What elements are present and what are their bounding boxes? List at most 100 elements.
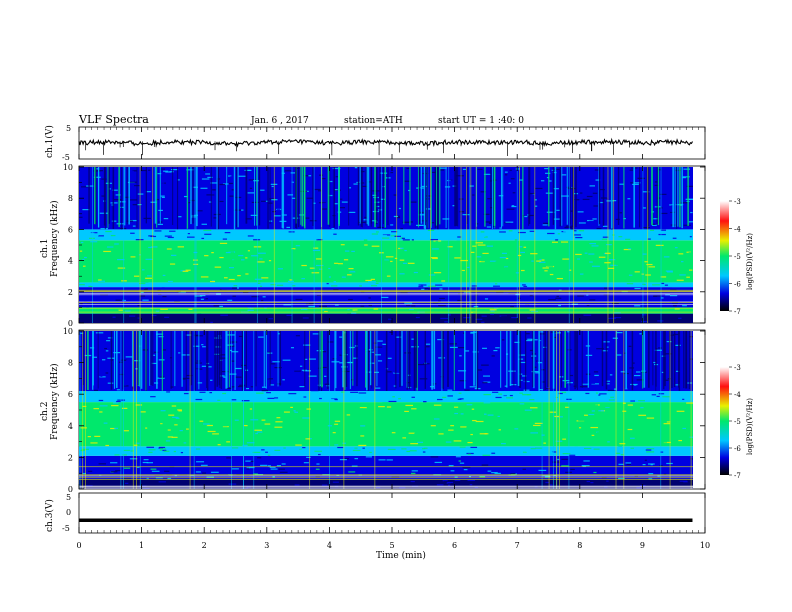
sferic-streak xyxy=(406,331,408,390)
spectrogram-speckle xyxy=(675,344,680,347)
spectrogram-speckle xyxy=(82,481,87,483)
spectrogram-speckle xyxy=(194,397,202,399)
y-tick-label: 10 xyxy=(63,163,73,172)
sferic-streak xyxy=(255,331,257,387)
spectrogram-speckle xyxy=(333,289,339,291)
spectrogram-speckle xyxy=(113,211,118,213)
spectrogram-speckle xyxy=(209,332,215,334)
spectrogram-speckle xyxy=(494,480,502,482)
spectrogram-speckle xyxy=(418,484,423,486)
spectrogram-speckle xyxy=(348,268,354,270)
spectrogram-speckle xyxy=(101,359,106,361)
spectrogram-speckle xyxy=(300,308,308,310)
spectrogram-speckle xyxy=(351,312,357,314)
spectrogram-speckle xyxy=(322,465,331,467)
spectrogram-speckle xyxy=(401,427,409,429)
spectrogram-speckle xyxy=(434,461,442,464)
spectrogram-speckle xyxy=(591,245,599,247)
spectrogram-speckle xyxy=(538,261,546,263)
spectrogram-speckle xyxy=(376,366,381,368)
spectrogram-speckle xyxy=(622,242,627,244)
y-tick-label: 6 xyxy=(68,390,73,399)
spectrogram-speckle xyxy=(518,274,526,276)
spectrogram-speckle xyxy=(447,483,455,485)
spectrogram-speckle xyxy=(640,407,644,409)
spectrogram-speckle xyxy=(541,434,545,436)
spectrogram-speckle xyxy=(430,257,438,259)
spectrogram-speckle xyxy=(558,407,563,409)
harmonic-line xyxy=(79,466,693,468)
spectrogram-speckle xyxy=(470,433,473,436)
spectrogram-speckle xyxy=(455,175,464,177)
sferic-streak xyxy=(631,331,634,391)
spectrogram-speckle xyxy=(483,173,492,175)
spectrogram-speckle xyxy=(432,257,438,260)
spectrogram-speckle xyxy=(673,321,679,323)
spectrogram-speckle xyxy=(511,389,514,391)
spectrogram-speckle xyxy=(374,464,383,466)
spectrogram-speckle xyxy=(479,218,484,220)
spectrogram-speckle xyxy=(140,411,146,413)
spectrogram-speckle xyxy=(105,321,110,323)
spectrogram-speckle xyxy=(414,477,418,480)
spectrogram-speckle xyxy=(334,189,338,191)
sferic-streak xyxy=(642,331,644,389)
spectrogram-speckle xyxy=(644,459,647,461)
spectrogram-speckle xyxy=(240,259,245,261)
spectrogram-speckle xyxy=(206,424,213,427)
ch1-colorbar: -3-4-5-6-7 log(PSD)(V²/Hz) xyxy=(720,198,754,316)
spectrogram-speckle xyxy=(467,453,471,455)
sferic-streak xyxy=(681,167,683,229)
spectrogram-speckle xyxy=(445,391,453,393)
spectrogram-speckle xyxy=(556,277,563,280)
spectrogram-speckle xyxy=(570,416,574,418)
spectrogram-speckle xyxy=(317,315,321,317)
spectrogram-speckle xyxy=(255,432,258,435)
spectrogram-speckle xyxy=(418,286,424,288)
spectrogram-speckle xyxy=(93,389,99,391)
sferic-streak xyxy=(492,167,494,230)
impulse-line xyxy=(273,167,275,323)
spectrogram-speckle xyxy=(138,282,146,285)
spectrogram-speckle xyxy=(522,451,527,453)
spectrogram-speckle xyxy=(537,340,545,342)
spectrogram-speckle xyxy=(627,404,633,406)
spectrogram-speckle xyxy=(627,375,631,377)
spectrogram-speckle xyxy=(162,262,171,265)
spectrogram-speckle xyxy=(512,197,521,199)
spectrogram-speckle xyxy=(494,373,498,375)
spectrogram-speckle xyxy=(91,243,98,245)
spectrogram-speckle xyxy=(204,310,210,312)
spectrogram-speckle xyxy=(150,396,156,398)
spectrogram-speckle xyxy=(157,371,164,373)
spectrogram-speckle xyxy=(597,431,604,433)
spectrogram-speckle xyxy=(80,332,84,334)
spectrogram-speckle xyxy=(481,255,488,257)
spectrogram-speckle xyxy=(121,412,129,414)
spectrogram-speckle xyxy=(337,241,345,243)
spectrogram-speckle xyxy=(201,344,204,346)
spectrogram-speckle xyxy=(502,366,509,368)
spectrogram-speckle xyxy=(627,357,636,359)
spectrogram-speckle xyxy=(430,456,439,458)
spectrogram-speckle xyxy=(326,283,329,285)
spectrogram-speckle xyxy=(456,450,463,452)
spectrogram-speckle xyxy=(504,421,508,423)
spectrogram-speckle xyxy=(261,429,269,431)
spectrogram-speckle xyxy=(200,298,204,300)
spectrogram-speckle xyxy=(173,305,179,307)
spectrogram-speckle xyxy=(438,300,441,302)
spectrogram-speckle xyxy=(505,257,509,260)
spectrogram-speckle xyxy=(312,384,317,386)
spectrogram-speckle xyxy=(262,247,266,249)
spectrogram-speckle xyxy=(501,252,507,254)
spectrogram-speckle xyxy=(596,305,601,307)
spectrogram-speckle xyxy=(411,283,419,285)
spectrogram-speckle xyxy=(382,402,389,404)
spectrogram-speckle xyxy=(447,173,454,175)
sferic-streak xyxy=(104,167,106,230)
spectrogram-speckle xyxy=(411,453,417,455)
sferic-streak xyxy=(668,331,671,390)
spectrogram-speckle xyxy=(274,397,279,399)
spectrogram-speckle xyxy=(292,428,298,430)
